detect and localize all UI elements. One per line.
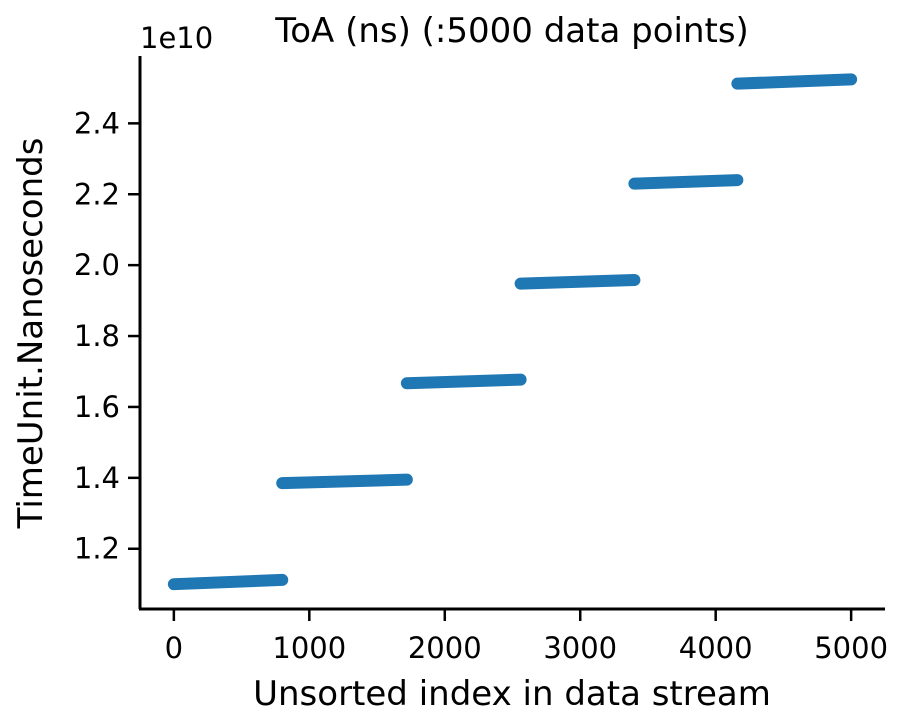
y-tick-label: 2.4 [74,106,120,140]
plot-area [167,73,858,591]
x-tick-label: 0 [165,631,183,665]
x-tick-label: 3000 [543,631,617,665]
x-tick-label: 2000 [408,631,482,665]
y-axis-ticks: 1.2 1.4 1.6 1.8 2.0 2.2 2.4 [74,106,140,566]
y-tick-label: 2.2 [74,177,120,211]
data-segment-1 [167,573,289,591]
data-segment-6 [731,73,858,90]
y-axis-label: TimeUnit.Nanoseconds [11,138,51,530]
data-segment-3 [400,373,527,390]
y-tick-label: 1.2 [74,532,120,566]
x-tick-label: 1000 [272,631,346,665]
data-segment-2 [276,473,413,490]
y-tick-label: 1.8 [74,319,120,353]
data-segment-5 [628,174,744,190]
y-axis-offset-label: 1e10 [140,21,213,55]
data-segment-4 [514,274,641,290]
y-tick-label: 1.6 [74,390,120,424]
y-tick-label: 1.4 [74,461,120,495]
chart-title: ToA (ns) (:5000 data points) [274,11,749,51]
x-tick-label: 4000 [679,631,753,665]
x-tick-label: 5000 [814,631,888,665]
y-tick-label: 2.0 [74,248,120,282]
x-axis-label: Unsorted index in data stream [253,674,771,714]
x-axis-ticks: 0 1000 2000 3000 4000 5000 [165,609,888,665]
